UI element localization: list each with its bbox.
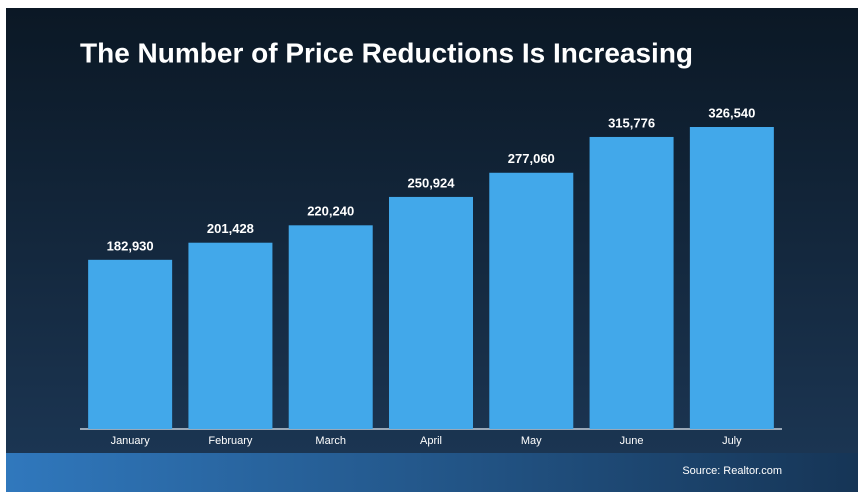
x-tick-label: May [521,435,542,447]
value-label: 315,776 [608,115,655,130]
x-tick-label: April [420,435,442,447]
bar [389,196,473,429]
bar [589,136,674,429]
footer [6,453,858,492]
value-label: 326,540 [708,105,755,120]
x-tick-label: June [620,435,644,447]
bar [689,127,774,429]
bar [88,259,173,429]
bar [288,225,373,429]
value-label: 250,924 [408,175,456,190]
value-label: 182,930 [107,238,154,253]
value-label: 220,240 [307,204,354,219]
chart-title: The Number of Price Reductions Is Increa… [80,37,693,68]
x-tick-label: January [111,435,151,447]
value-label: 277,060 [508,151,555,166]
value-label: 201,428 [207,221,254,236]
x-tick-label: March [315,435,346,447]
x-tick-label: July [722,435,742,447]
bar [489,172,574,429]
source: Source: Realtor.com [682,465,782,477]
bar [188,242,273,429]
x-tick-label: February [208,435,253,447]
